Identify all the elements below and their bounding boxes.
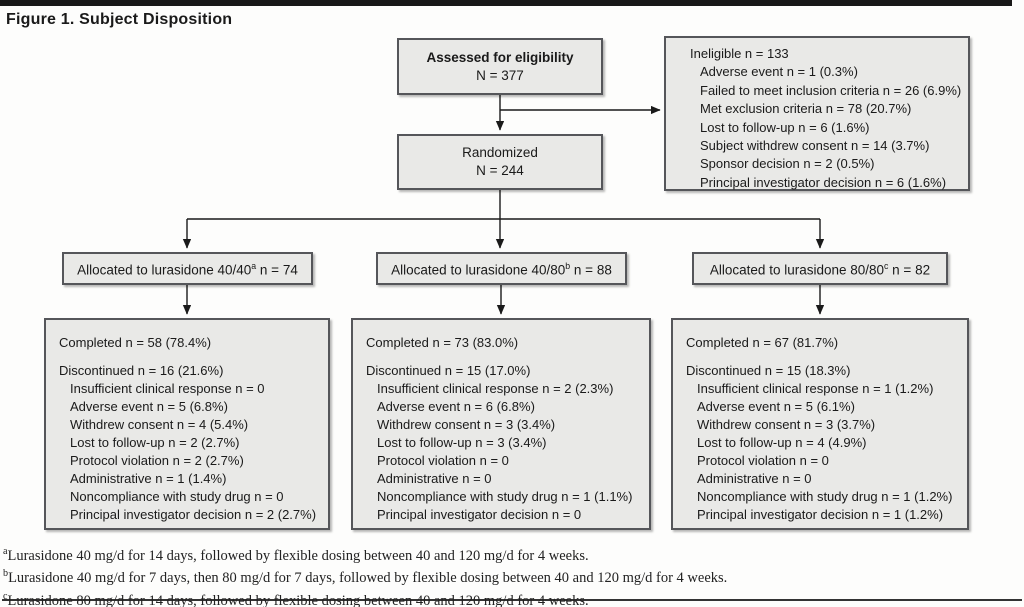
completed-line: Completed n = 73 (83.0%) <box>366 335 519 350</box>
assessed-label: Assessed for eligibility <box>426 49 574 65</box>
discontinue-reason: Insufficient clinical response n = 1 (1.… <box>697 381 934 396</box>
discontinue-reason: Adverse event n = 5 (6.8%) <box>70 399 228 414</box>
footnote-b: bLurasidone 40 mg/d for 7 days, then 80 … <box>3 568 728 587</box>
completed-line: Completed n = 58 (78.4%) <box>59 335 212 350</box>
discontinue-reason: Noncompliance with study drug n = 1 (1.1… <box>377 489 633 504</box>
ineligible-item: Failed to meet inclusion criteria n = 26… <box>700 82 962 98</box>
discontinue-reason: Adverse event n = 5 (6.1%) <box>697 399 855 414</box>
ineligible-item: Adverse event n = 1 (0.3%) <box>700 64 858 80</box>
discontinued-line: Discontinued n = 15 (18.3%) <box>686 363 851 378</box>
discontinue-reason: Lost to follow-up n = 4 (4.9%) <box>697 435 867 450</box>
arm-detail-box-80-80: Completed n = 67 (81.7%) Discontinued n … <box>671 318 969 530</box>
footnote-marker-b: b <box>565 261 571 272</box>
footnote-marker-a: a <box>251 261 257 272</box>
arm-detail-box-40-80: Completed n = 73 (83.0%) Discontinued n … <box>351 318 651 530</box>
discontinue-reason: Principal investigator decision n = 0 <box>377 507 582 522</box>
bottom-rule <box>2 599 1022 601</box>
discontinued-line: Discontinued n = 15 (17.0%) <box>366 363 531 378</box>
discontinue-reason: Noncompliance with study drug n = 1 (1.2… <box>697 489 953 504</box>
assessed-n: N = 377 <box>476 67 524 83</box>
ineligible-item: Subject withdrew consent n = 14 (3.7%) <box>700 138 930 154</box>
allocation-box-80-80: Allocated to lurasidone 80/80c n = 82 <box>692 252 948 285</box>
footnote-a: aLurasidone 40 mg/d for 14 days, followe… <box>3 546 589 564</box>
allocation-label: Allocated to lurasidone 40/80b n = 88 <box>391 261 612 278</box>
ineligible-item: Met exclusion criteria n = 78 (20.7%) <box>700 101 912 117</box>
ineligible-box: Ineligible n = 133 Adverse event n = 1 (… <box>664 36 970 191</box>
randomized-n: N = 244 <box>476 163 524 178</box>
discontinue-reason: Lost to follow-up n = 3 (3.4%) <box>377 435 547 450</box>
discontinue-reason: Insufficient clinical response n = 2 (2.… <box>377 381 614 396</box>
ineligible-item: Sponsor decision n = 2 (0.5%) <box>700 156 875 172</box>
top-rule <box>0 0 1012 6</box>
discontinue-reason: Lost to follow-up n = 2 (2.7%) <box>70 435 240 450</box>
discontinue-reason: Noncompliance with study drug n = 0 <box>70 489 284 504</box>
discontinue-reason: Administrative n = 1 (1.4%) <box>70 471 227 486</box>
footnote-c: cLurasidone 80 mg/d for 14 days, followe… <box>3 590 589 607</box>
discontinue-reason: Withdrew consent n = 3 (3.7%) <box>697 417 876 432</box>
assessed-eligibility-box: Assessed for eligibility N = 377 <box>397 38 603 95</box>
ineligible-item: Principal investigator decision n = 6 (1… <box>700 174 947 190</box>
discontinue-reason: Protocol violation n = 0 <box>697 453 829 468</box>
footnote-marker-c: c <box>884 261 889 272</box>
discontinue-reason: Principal investigator decision n = 1 (1… <box>697 507 944 522</box>
discontinue-reason: Withdrew consent n = 4 (5.4%) <box>70 417 249 432</box>
discontinue-reason: Adverse event n = 6 (6.8%) <box>377 399 535 414</box>
discontinue-reason: Protocol violation n = 0 <box>377 453 509 468</box>
randomized-box: Randomized N = 244 <box>397 134 603 190</box>
ineligible-item: Lost to follow-up n = 6 (1.6%) <box>700 119 870 135</box>
discontinue-reason: Principal investigator decision n = 2 (2… <box>70 507 317 522</box>
allocation-box-40-40: Allocated to lurasidone 40/40a n = 74 <box>62 252 313 285</box>
discontinue-reason: Insufficient clinical response n = 0 <box>70 381 265 396</box>
figure-title: Figure 1. Subject Disposition <box>6 11 233 28</box>
footnotes: aLurasidone 40 mg/d for 14 days, followe… <box>3 543 727 607</box>
allocation-box-40-80: Allocated to lurasidone 40/80b n = 88 <box>376 252 627 285</box>
randomized-label: Randomized <box>462 145 538 160</box>
discontinue-reason: Administrative n = 0 <box>697 471 812 486</box>
discontinued-line: Discontinued n = 16 (21.6%) <box>59 363 224 378</box>
ineligible-header: Ineligible n = 133 <box>690 46 789 61</box>
completed-line: Completed n = 67 (81.7%) <box>686 335 839 350</box>
allocation-label: Allocated to lurasidone 80/80c n = 82 <box>709 261 931 278</box>
discontinue-reason: Administrative n = 0 <box>377 471 492 486</box>
allocation-label: Allocated to lurasidone 40/40a n = 74 <box>77 261 298 278</box>
discontinue-reason: Withdrew consent n = 3 (3.4%) <box>377 417 556 432</box>
arm-detail-box-40-40: Completed n = 58 (78.4%) Discontinued n … <box>44 318 330 530</box>
discontinue-reason: Protocol violation n = 2 (2.7%) <box>70 453 244 468</box>
